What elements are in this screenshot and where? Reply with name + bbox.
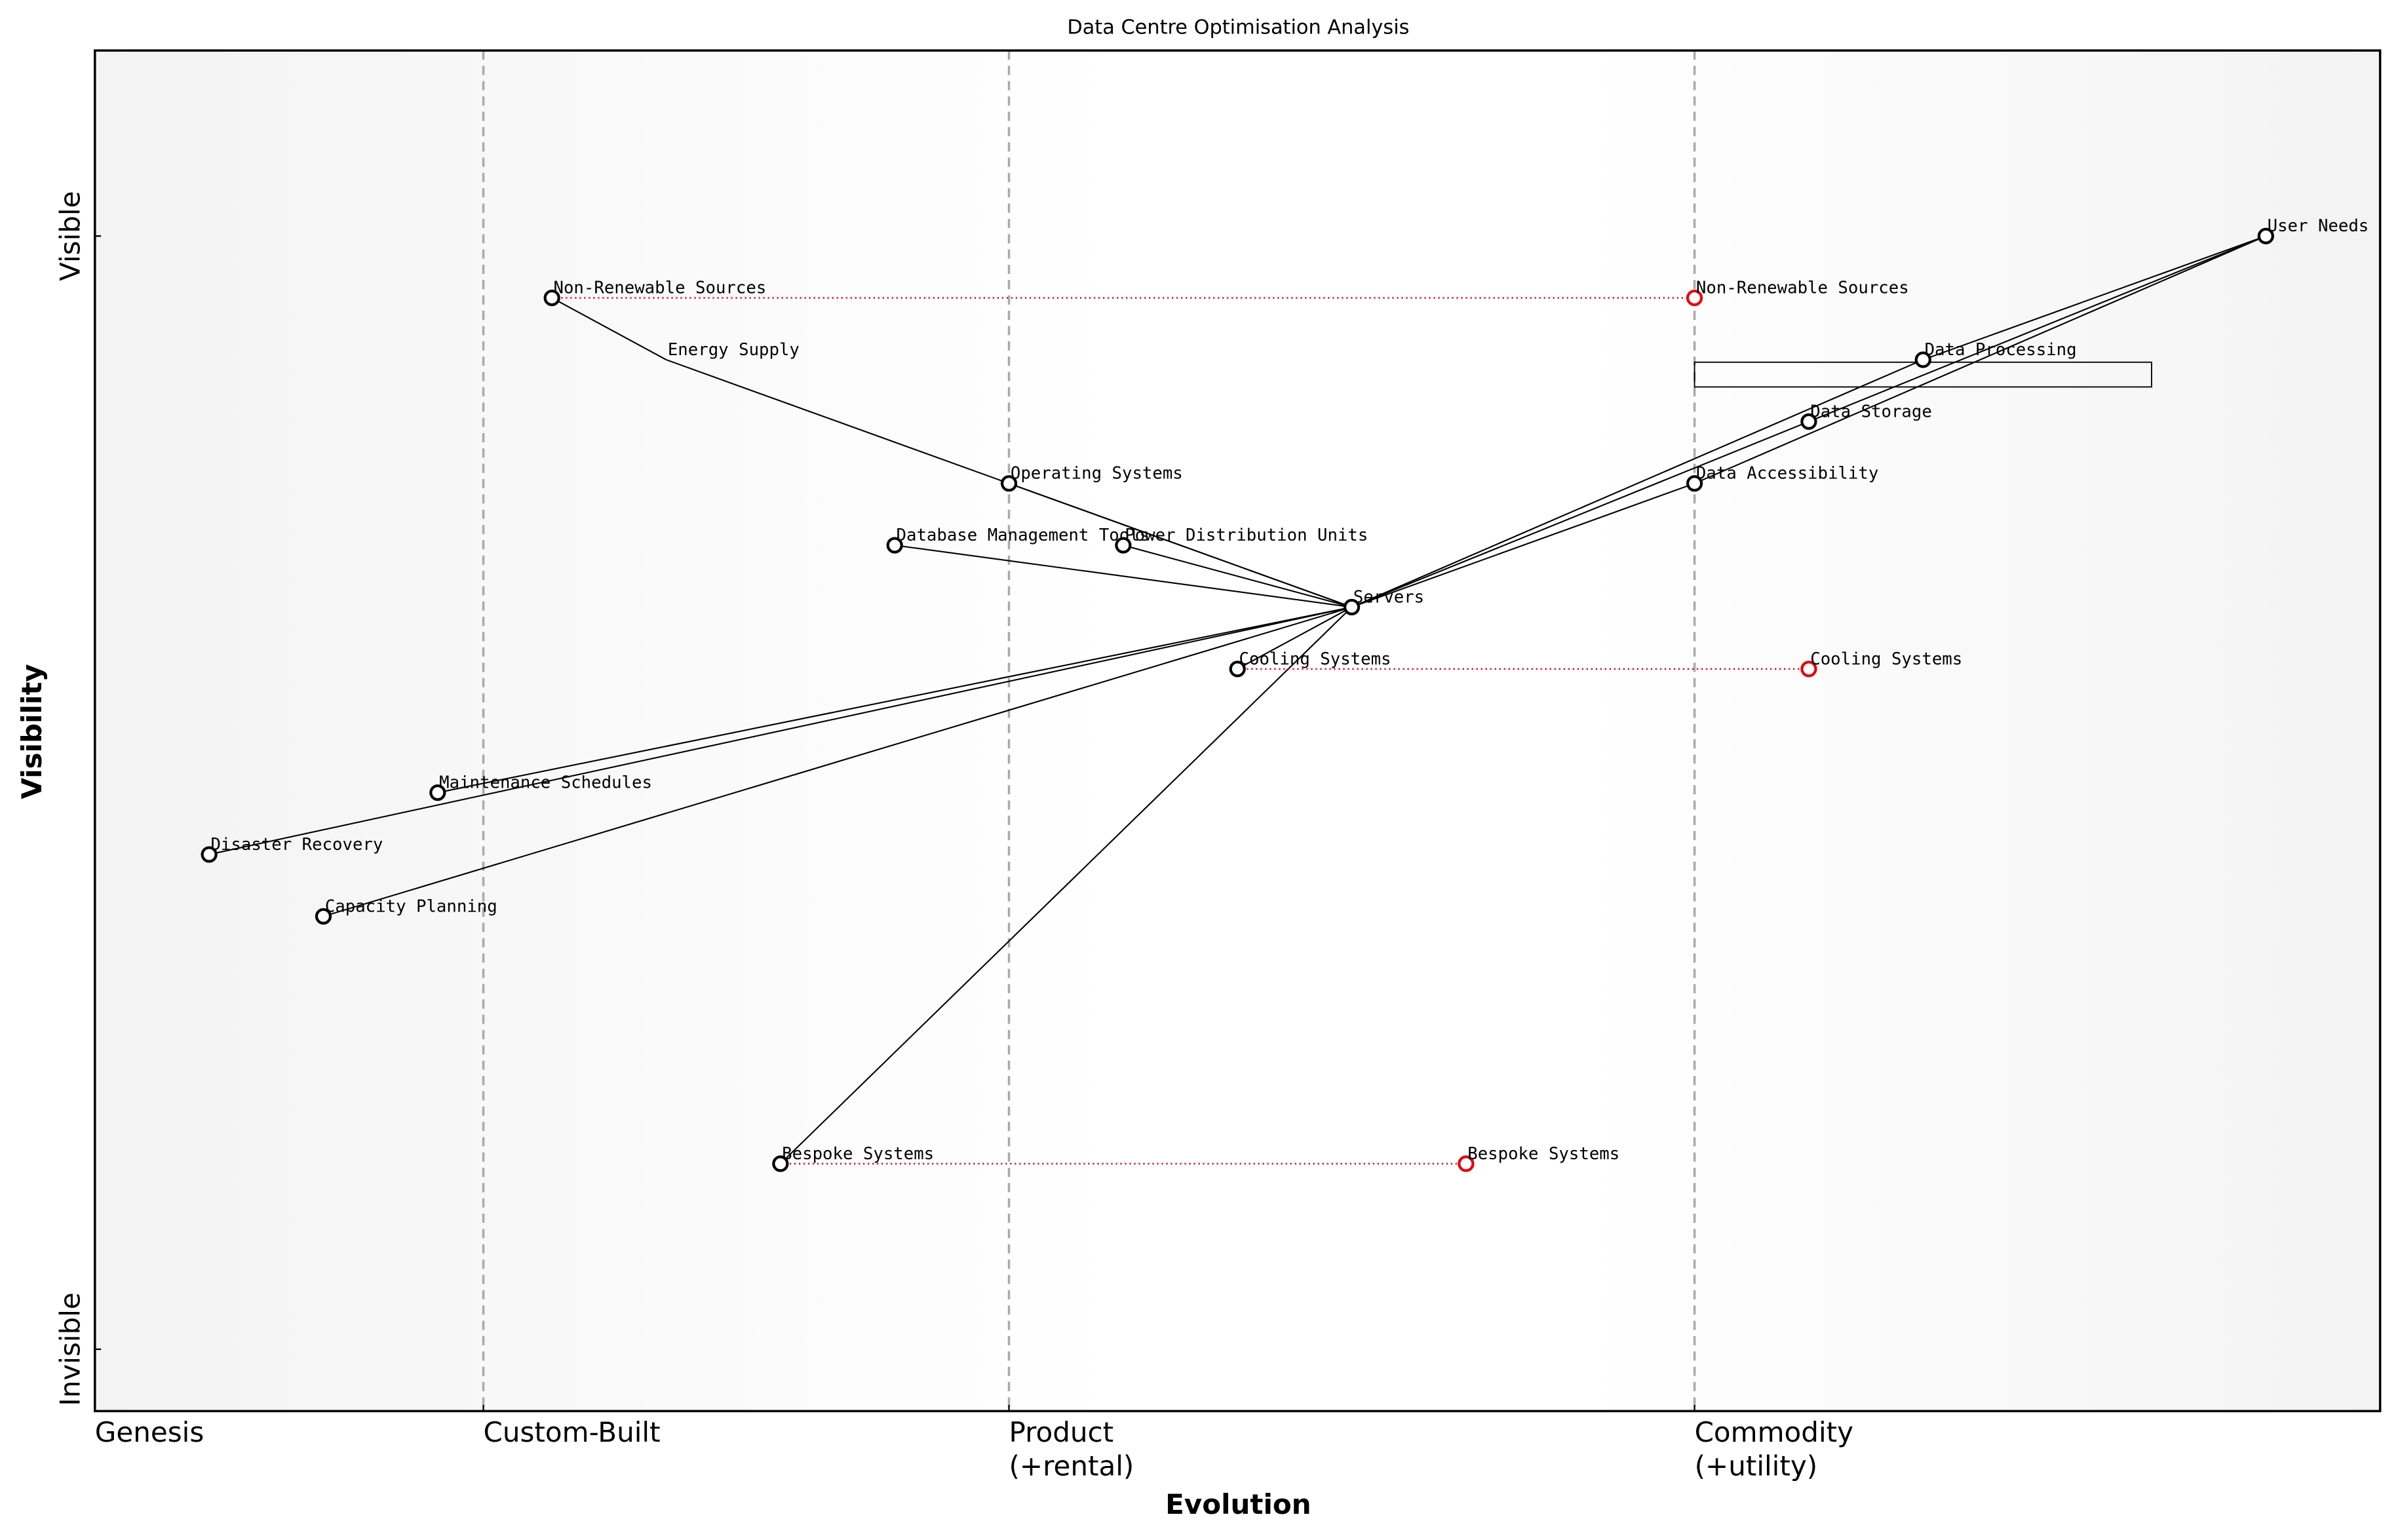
component-marker: [201, 846, 218, 863]
component-label: Bespoke Systems: [782, 1144, 934, 1164]
evolved-label: Non-Renewable Sources: [1696, 279, 1909, 298]
component-label: Capacity Planning: [325, 896, 497, 916]
component-label: Operating Systems: [1011, 464, 1183, 484]
component-label: Energy Supply: [668, 340, 800, 360]
plot-frame: [94, 49, 2382, 1413]
evolved-label: Bespoke Systems: [1467, 1144, 1619, 1164]
link: [323, 606, 1352, 917]
link: [1694, 235, 2266, 484]
link: [1922, 235, 2266, 360]
chart-title: Data Centre Optimisation Analysis: [1067, 16, 1409, 39]
component-marker: [1115, 537, 1132, 554]
link: [1808, 235, 2266, 423]
component-label: Non-Renewable Sources: [554, 279, 767, 298]
link: [208, 606, 1352, 855]
component-label: Cooling Systems: [1239, 649, 1391, 669]
link: [1123, 545, 1352, 608]
component-marker: [1800, 413, 1817, 430]
x-tick-label: Custom-Built: [483, 1417, 661, 1450]
component-label: Disaster Recovery: [210, 835, 383, 855]
component-marker: [1914, 351, 1931, 368]
link: [551, 297, 667, 360]
x-tick-label: Genesis: [94, 1417, 204, 1450]
component-marker: [543, 289, 560, 307]
link: [1351, 482, 1695, 608]
evolved-marker: [1458, 1155, 1475, 1172]
component-label: Servers: [1353, 587, 1424, 607]
component-label: Maintenance Schedules: [439, 773, 652, 793]
y-tick-label: Invisible: [54, 1292, 86, 1406]
component-marker: [1229, 661, 1246, 678]
evolved-marker: [1800, 661, 1817, 678]
component-label: Data Processing: [1925, 340, 2077, 360]
component-label: Power Distribution Units: [1125, 526, 1368, 545]
link: [1351, 358, 1924, 608]
y-axis-label: Visibility: [16, 664, 48, 799]
component-marker: [1686, 475, 1703, 492]
plot-background: [94, 50, 2380, 1412]
component-marker: [2257, 227, 2274, 244]
link: [895, 545, 1352, 608]
link: [780, 606, 1353, 1165]
component-marker: [1000, 475, 1018, 492]
x-tick-label: Commodity (+utility): [1694, 1417, 1854, 1484]
component-marker: [315, 908, 332, 925]
link: [1237, 606, 1353, 670]
link: [437, 606, 1352, 794]
x-axis-label: Evolution: [1165, 1488, 1311, 1520]
link: [1351, 421, 1810, 608]
component-marker: [429, 784, 446, 801]
component-marker: [1343, 598, 1361, 616]
y-tick-label: Visible: [54, 191, 86, 281]
evolved-label: Cooling Systems: [1810, 649, 1962, 669]
component-label: Data Accessibility: [1696, 464, 1878, 484]
component-label: Data Storage: [1810, 402, 1932, 421]
evolved-marker: [1686, 289, 1703, 307]
component-label: Database Management Tools: [897, 526, 1150, 545]
component-label: User Needs: [2268, 216, 2369, 236]
x-tick-label: Product (+rental): [1009, 1417, 1134, 1484]
component-marker: [886, 537, 903, 554]
component-marker: [772, 1155, 789, 1172]
